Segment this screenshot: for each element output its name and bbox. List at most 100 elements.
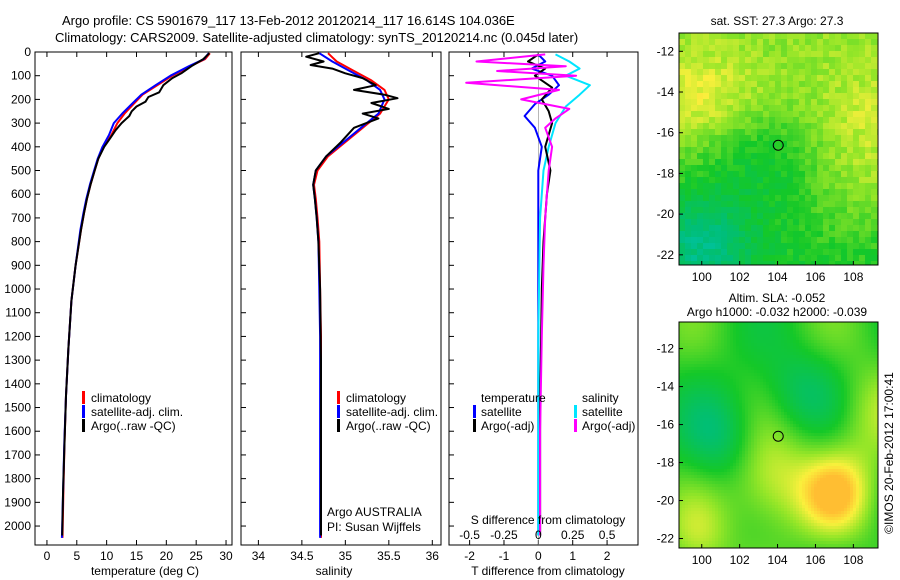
map-cell [868, 418, 872, 422]
map-cell [703, 105, 710, 112]
map-cell [847, 231, 854, 238]
map-cell [781, 129, 788, 136]
map-cell [691, 213, 698, 220]
map-cell [805, 328, 809, 332]
map-cell [853, 427, 857, 431]
map-cell [784, 322, 788, 326]
map-cell [739, 261, 746, 266]
map-cell [769, 457, 773, 461]
map-cell [715, 391, 719, 395]
map-cell [781, 370, 785, 374]
map-cell [703, 111, 710, 118]
map-cell [763, 415, 767, 419]
map-cell [799, 57, 806, 64]
map-cell [751, 415, 755, 419]
map-cell [733, 231, 740, 238]
map-cell [721, 231, 728, 238]
map-cell [694, 451, 698, 455]
map-cell [832, 424, 836, 428]
map-cell [778, 418, 782, 422]
map-cell [808, 373, 812, 377]
map-cell [799, 388, 803, 392]
map-cell [685, 93, 692, 100]
map-cell [772, 325, 776, 329]
map-cell [850, 343, 854, 347]
map-cell [688, 403, 692, 407]
map-cell [769, 433, 773, 437]
map-cell [703, 433, 707, 437]
x-tick-label: 5 [73, 549, 80, 563]
map-cell [712, 364, 716, 368]
map-cell [781, 123, 788, 130]
map-cell [697, 388, 701, 392]
map-cell [778, 343, 782, 347]
map-cell [745, 231, 752, 238]
map-cell [793, 39, 800, 46]
map-cell [748, 448, 752, 452]
map-cell [781, 394, 785, 398]
map-cell [835, 331, 839, 335]
map-cell [733, 379, 737, 383]
map-cell [838, 400, 842, 404]
map-cell [829, 409, 833, 413]
map-cell [760, 346, 764, 350]
map-cell [718, 472, 722, 476]
map-cell [811, 334, 815, 338]
map-cell [805, 397, 809, 401]
map-cell [685, 337, 689, 341]
map-cell [739, 451, 743, 455]
map-cell [754, 439, 758, 443]
map-cell [859, 340, 863, 344]
map-cell [838, 424, 842, 428]
map-cell [679, 421, 683, 425]
map-cell [835, 165, 842, 172]
map-cell [820, 349, 824, 353]
map-cell [853, 261, 860, 266]
map-cell [796, 415, 800, 419]
map-cell [808, 328, 812, 332]
map-cell [700, 379, 704, 383]
map-cell [703, 412, 707, 416]
map-cell [703, 400, 707, 404]
map-cell [706, 346, 710, 350]
map-cell [832, 355, 836, 359]
map-cell [808, 397, 812, 401]
map-cell [823, 237, 830, 244]
map-cell [817, 472, 821, 476]
map-cell [850, 418, 854, 422]
map-cell [793, 355, 797, 359]
map-cell [832, 361, 836, 365]
map-cell [814, 418, 818, 422]
map-cell [688, 472, 692, 476]
map-cell [793, 189, 800, 196]
map-cell [823, 111, 830, 118]
map-cell [829, 424, 833, 428]
map-cell [697, 213, 704, 220]
map-cell [721, 433, 725, 437]
map-cell [733, 463, 737, 467]
map-cell [778, 385, 782, 389]
map-cell [730, 448, 734, 452]
map-cell [718, 397, 722, 401]
map-cell [715, 385, 719, 389]
map-cell [817, 391, 821, 395]
map-cell [793, 87, 800, 94]
map-cell [709, 433, 713, 437]
map-cell [853, 255, 860, 262]
map-cell [754, 349, 758, 353]
map-cell [790, 331, 794, 335]
map-cell [859, 189, 866, 196]
map-cell [715, 93, 722, 100]
map-cell [784, 325, 788, 329]
map-cell [832, 442, 836, 446]
map-cell [847, 117, 854, 124]
map-cell [757, 159, 764, 166]
map-cell [772, 412, 776, 416]
map-cell [697, 171, 704, 178]
map-cell [871, 355, 875, 359]
map-cell [697, 39, 704, 46]
map-cell [862, 457, 866, 461]
map-cell [691, 75, 698, 82]
map-cell [808, 445, 812, 449]
map-cell [874, 448, 878, 452]
